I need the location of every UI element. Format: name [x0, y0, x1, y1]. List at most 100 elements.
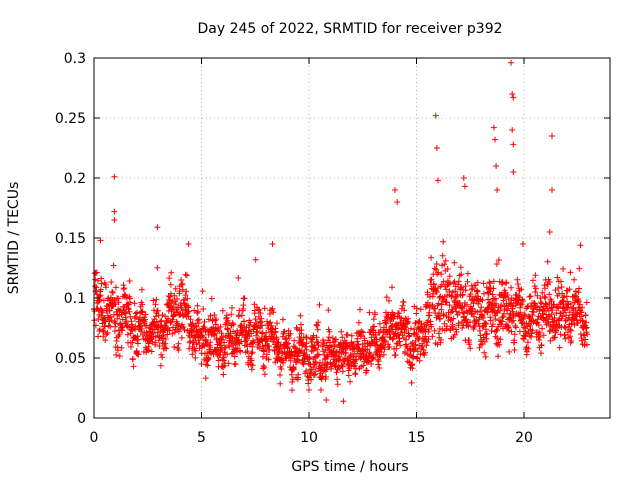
data-point	[376, 329, 383, 336]
data-point	[212, 321, 219, 328]
data-point	[237, 322, 244, 329]
data-point	[129, 339, 136, 346]
data-point	[581, 332, 588, 339]
data-point	[175, 328, 182, 335]
data-point	[339, 334, 346, 341]
data-point	[324, 353, 331, 360]
data-point	[558, 278, 564, 285]
data-point	[295, 371, 302, 378]
data-point	[185, 303, 192, 310]
data-point	[249, 349, 256, 356]
data-point	[302, 343, 309, 350]
data-point	[422, 349, 429, 356]
data-point	[177, 300, 184, 306]
data-point	[287, 330, 294, 337]
data-point	[314, 352, 321, 359]
data-point	[171, 292, 178, 299]
data-point	[109, 288, 116, 295]
data-point	[528, 330, 535, 337]
data-point	[546, 291, 553, 298]
data-point	[376, 365, 383, 371]
data-point	[245, 327, 252, 334]
data-point	[415, 336, 422, 343]
data-point	[562, 335, 569, 342]
data-point	[152, 333, 159, 340]
data-point	[154, 329, 161, 336]
data-point	[231, 353, 238, 360]
data-point	[435, 177, 441, 184]
data-point	[583, 319, 590, 326]
data-point	[480, 315, 487, 321]
data-point	[453, 328, 460, 335]
data-point	[272, 328, 279, 335]
data-point	[404, 319, 411, 326]
data-point	[307, 369, 314, 376]
data-point	[394, 199, 401, 205]
data-point	[294, 353, 301, 360]
y-tick-label: 0.3	[64, 51, 86, 67]
data-point	[303, 368, 310, 375]
data-point	[494, 326, 501, 333]
data-point	[314, 326, 321, 333]
data-point	[273, 336, 280, 342]
data-point	[446, 288, 453, 295]
data-point	[168, 269, 175, 276]
data-point	[495, 257, 502, 263]
data-point	[451, 259, 458, 266]
data-point	[437, 315, 444, 322]
data-point	[578, 337, 585, 344]
data-point	[160, 332, 167, 339]
data-point	[489, 291, 496, 298]
data-point	[324, 353, 331, 360]
x-tick-label: 10	[300, 430, 318, 446]
data-point	[201, 324, 208, 331]
data-point	[452, 294, 459, 301]
data-point	[504, 292, 511, 298]
data-point	[484, 309, 491, 316]
data-point	[114, 347, 121, 354]
data-point	[511, 347, 518, 353]
data-point	[513, 324, 519, 331]
data-point	[295, 349, 302, 356]
data-point	[280, 316, 286, 323]
data-point	[388, 323, 395, 330]
y-axis-label: SRMTID / TECUs	[6, 182, 22, 295]
data-point	[413, 329, 420, 336]
data-point	[303, 340, 310, 347]
data-point	[315, 342, 322, 349]
data-point	[257, 310, 264, 317]
data-point	[412, 345, 419, 351]
data-point	[195, 308, 202, 315]
data-point	[582, 312, 589, 319]
data-point	[337, 339, 344, 346]
data-point	[370, 316, 377, 323]
data-point	[493, 163, 500, 169]
data-point	[519, 298, 526, 305]
data-point	[438, 301, 445, 308]
data-point	[256, 306, 263, 313]
data-point	[211, 312, 218, 318]
data-point	[314, 346, 321, 353]
data-point	[129, 355, 136, 362]
data-point	[314, 322, 320, 329]
data-point	[127, 313, 134, 320]
data-point	[428, 276, 435, 283]
data-point	[408, 362, 415, 369]
data-point	[389, 336, 396, 343]
y-tick-label: 0.2	[64, 171, 86, 187]
data-point	[438, 306, 445, 313]
data-point	[492, 333, 499, 340]
data-point	[277, 380, 284, 387]
data-point	[249, 362, 256, 369]
data-point	[543, 311, 550, 318]
data-point	[118, 344, 125, 351]
data-point	[360, 362, 367, 369]
data-point	[261, 364, 268, 371]
data-point	[369, 355, 376, 362]
data-point	[142, 316, 148, 323]
data-point	[433, 289, 440, 295]
data-point	[261, 348, 268, 355]
data-point	[259, 322, 266, 329]
data-point	[100, 328, 107, 335]
